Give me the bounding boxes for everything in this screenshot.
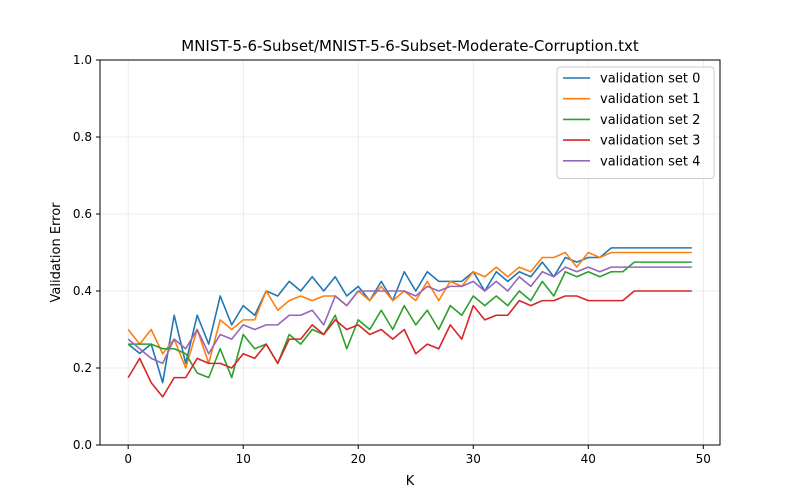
x-tick-label: 40: [581, 452, 596, 466]
y-tick-label: 1.0: [73, 53, 92, 67]
y-tick-label: 0.4: [73, 284, 92, 298]
plot-frame: [99, 59, 721, 446]
series-line-2: [128, 261, 692, 379]
series-line-1: [127, 251, 692, 369]
legend-label: validation set 0: [600, 72, 700, 87]
y-tick-label: 0.0: [73, 438, 92, 452]
y-tick-label: 0.6: [73, 207, 92, 221]
legend-label: validation set 2: [600, 113, 700, 128]
x-tick-label: 0: [124, 452, 132, 466]
x-axis-label: K: [406, 474, 415, 489]
x-tick-label: 30: [466, 452, 481, 466]
x-tick-label: 20: [351, 452, 366, 466]
data-series: [127, 247, 692, 398]
y-tick-label: 0.8: [73, 130, 92, 144]
x-tick-label: 10: [236, 452, 251, 466]
axis-ticks: 0 10 20 30 40 50 0.0 0.2 0.4 0.6 0.8 1.0: [73, 53, 711, 466]
y-tick-label: 0.2: [73, 361, 92, 375]
legend: validation set 0 validation set 1 validati…: [556, 66, 715, 179]
legend-label: validation set 4: [600, 154, 700, 169]
series-line-4: [127, 266, 692, 365]
legend-label: validation set 3: [600, 134, 700, 149]
legend-box: [556, 66, 715, 179]
series-line-3: [127, 290, 692, 398]
chart-title: MNIST-5-6-Subset/MNIST-5-6-Subset-Modera…: [181, 37, 639, 55]
y-axis-label: Validation Error: [49, 202, 64, 303]
legend-label: validation set 1: [600, 92, 700, 107]
x-tick-label: 50: [696, 452, 711, 466]
